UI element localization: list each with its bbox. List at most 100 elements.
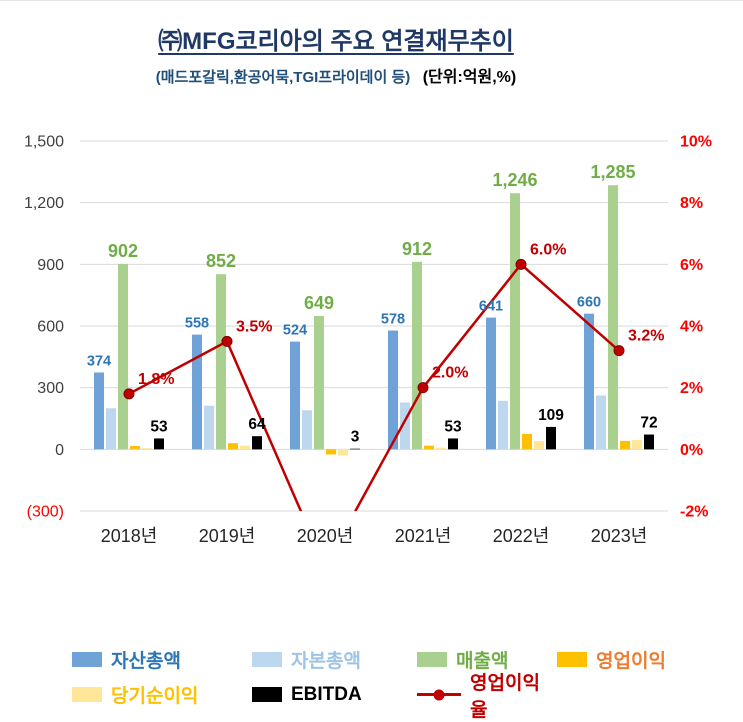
- bar-자산총액: [486, 317, 496, 450]
- bar-영업이익: [424, 445, 434, 450]
- bar-EBITDA: [644, 434, 654, 450]
- value-label: 3.2%: [628, 328, 664, 345]
- value-label: 641: [479, 299, 503, 315]
- legend-label: 영업이익: [596, 651, 666, 672]
- bar-영업이익: [228, 443, 238, 450]
- legend-swatch-icon: [252, 652, 282, 667]
- x-axis-label: 2019년: [199, 526, 256, 546]
- bar-EBITDA: [154, 438, 164, 450]
- y-axis-right-tick: 8%: [680, 195, 703, 212]
- bar-자본총액: [596, 395, 606, 450]
- chart-units-label: (단위:억원,%): [422, 69, 517, 86]
- legend-label: 당기순이익: [111, 686, 199, 707]
- value-label: 2.0%: [432, 365, 468, 382]
- bar-매출액: [118, 263, 128, 450]
- x-axis-label: 2023년: [591, 526, 648, 546]
- bar-자본총액: [400, 402, 410, 450]
- value-label: 53: [150, 418, 168, 435]
- value-label: 3: [351, 429, 360, 446]
- chart-header: ㈜MFG코리아의 주요 연결재무추이 (매드포갈릭,환공어묵,TGI프라이데이 …: [0, 21, 743, 116]
- bar-EBITDA: [546, 426, 556, 450]
- y-axis-right-tick: 2%: [680, 380, 703, 397]
- value-label: 902: [108, 241, 138, 261]
- legend-swatch-icon: [417, 652, 447, 667]
- y-axis-right-tick: 4%: [680, 319, 703, 336]
- bar-당기순이익: [436, 447, 446, 450]
- line-marker: [123, 388, 135, 400]
- value-label: 1.8%: [138, 371, 174, 388]
- legend-swatch-icon: [72, 687, 102, 702]
- bar-매출액: [412, 261, 422, 450]
- bar-영업이익: [522, 433, 532, 450]
- value-label: 649: [304, 293, 334, 313]
- legend-item: 매출액: [417, 646, 557, 673]
- line-marker: [417, 382, 429, 394]
- line-marker: [515, 258, 527, 270]
- bar-자본총액: [498, 400, 508, 450]
- chart-legend: 자산총액 자본총액 매출액 영업이익 당기순이익 EBITDA 영업이익율: [0, 642, 743, 721]
- value-label: 72: [640, 415, 657, 432]
- bar-당기순이익: [632, 440, 642, 450]
- value-label: 912: [402, 239, 432, 259]
- legend-label: 영업이익율: [470, 672, 540, 721]
- legend-row: 당기순이익 EBITDA 영업이익율: [72, 673, 743, 721]
- bar-매출액: [314, 315, 324, 450]
- legend-label: 자본총액: [291, 651, 361, 672]
- bar-자산총액: [388, 330, 398, 450]
- bar-EBITDA: [252, 436, 262, 450]
- bar-자본총액: [106, 408, 116, 450]
- chart-subtitle-row: (매드포갈릭,환공어묵,TGI프라이데이 등) (단위:억원,%): [0, 63, 672, 87]
- bar-당기순이익: [142, 448, 152, 450]
- bar-당기순이익: [240, 445, 250, 450]
- legend-item: 자본총액: [252, 646, 417, 673]
- x-axis-label: 2018년: [101, 526, 158, 546]
- value-label: 374: [87, 353, 111, 369]
- combo-bar-line-chart: 1,500 10% 1,200 8% 900 6% 600 4% 300 2% 0 0% (300) -2…: [24, 134, 712, 547]
- legend-row: 자산총액 자본총액 매출액 영업이익: [72, 642, 743, 677]
- bar-매출액: [216, 274, 226, 450]
- legend-swatch-icon: [557, 652, 587, 667]
- y-axis-right-tick: 10%: [680, 134, 712, 151]
- bar-자본총액: [204, 405, 214, 450]
- bar-영업이익: [620, 440, 630, 450]
- y-axis-left-tick: 600: [37, 319, 64, 336]
- legend-item: 자산총액: [72, 646, 252, 673]
- y-axis-right-tick: 0%: [680, 442, 703, 459]
- value-label: 6.0%: [530, 241, 566, 258]
- y-axis-left-tick: 300: [37, 380, 64, 397]
- value-label: 109: [538, 407, 564, 424]
- value-label: 3.5%: [236, 318, 272, 335]
- y-axis-left-tick: (300): [27, 504, 64, 521]
- value-label: 852: [206, 251, 236, 271]
- line-marker: [221, 335, 233, 347]
- bar-당기순이익: [534, 441, 544, 450]
- value-label: 53: [444, 418, 462, 435]
- legend-swatch-icon: [72, 652, 102, 667]
- y-axis-left-tick: 1,200: [24, 195, 64, 212]
- value-label: 524: [283, 323, 307, 339]
- legend-item: 당기순이익: [72, 681, 252, 708]
- x-axis-label: 2021년: [395, 526, 452, 546]
- bar-매출액: [510, 193, 520, 450]
- y-axis-left-tick: 0: [55, 442, 64, 459]
- bar-자산총액: [192, 334, 202, 450]
- legend-label: 매출액: [456, 651, 509, 672]
- line-영업이익율: [128, 262, 620, 511]
- legend-line-marker-icon: [417, 689, 461, 700]
- value-label: 1,246: [492, 170, 537, 190]
- bar-EBITDA: [448, 438, 458, 450]
- x-axis-label: 2020년: [297, 526, 354, 546]
- bar-당기순이익: [338, 449, 348, 456]
- x-axis-label: 2022년: [493, 526, 550, 546]
- bar-EBITDA: [350, 448, 360, 450]
- legend-item: 영업이익율: [417, 668, 557, 722]
- value-label: 578: [381, 312, 405, 328]
- y-axis-left-tick: 900: [37, 257, 64, 274]
- bar-매출액: [608, 185, 618, 450]
- y-axis-right-tick: 6%: [680, 257, 703, 274]
- line-marker: [613, 345, 625, 357]
- legend-item: 영업이익: [557, 646, 666, 673]
- y-axis-left-tick: 1,500: [24, 134, 64, 151]
- chart-title: ㈜MFG코리아의 주요 연결재무추이: [158, 28, 514, 55]
